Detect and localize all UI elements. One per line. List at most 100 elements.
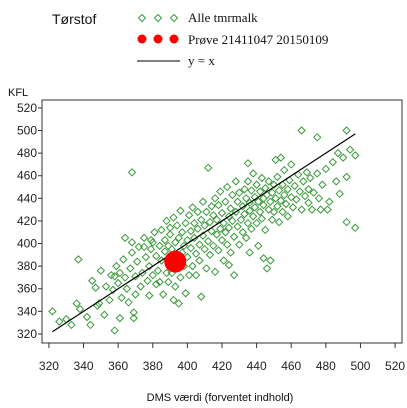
data-point-alle-tmrmalk — [283, 185, 292, 194]
x-axis: 320 340 360 380 400 420 440 460 480 500 520 — [39, 343, 405, 373]
data-point-alle-tmrmalk — [243, 177, 253, 186]
data-point-alle-tmrmalk — [74, 255, 83, 264]
data-point-alle-tmrmalk — [245, 206, 254, 215]
data-point-alle-tmrmalk — [96, 266, 106, 275]
data-point-alle-tmrmalk — [295, 187, 305, 196]
data-point-alle-tmrmalk — [250, 203, 260, 212]
data-point-alle-tmrmalk — [342, 172, 351, 182]
data-point-alle-tmrmalk — [280, 190, 289, 200]
data-point-alle-tmrmalk — [248, 212, 258, 221]
data-point-alle-tmrmalk — [191, 249, 201, 258]
data-point-alle-tmrmalk — [190, 218, 199, 228]
data-point-alle-tmrmalk — [238, 202, 247, 211]
y-axis: 320 340 360 380 400 420 440 460 480 500 520 — [17, 101, 42, 341]
data-point-alle-tmrmalk — [113, 278, 123, 288]
data-point-alle-tmrmalk — [186, 243, 196, 253]
data-point-alle-tmrmalk — [153, 266, 163, 275]
data-point-alle-tmrmalk — [107, 270, 116, 280]
data-point-alle-tmrmalk — [252, 218, 261, 228]
data-point-alle-tmrmalk — [148, 238, 157, 247]
data-point-alle-tmrmalk — [115, 313, 125, 323]
data-point-alle-tmrmalk — [325, 197, 334, 206]
data-point-alle-tmrmalk — [342, 126, 351, 135]
data-point-alle-tmrmalk — [257, 214, 267, 223]
data-point-alle-tmrmalk — [231, 177, 241, 186]
data-point-alle-tmrmalk — [209, 241, 218, 251]
data-point-alle-tmrmalk — [207, 202, 216, 211]
data-point-alle-tmrmalk — [117, 293, 126, 302]
data-point-proeve — [164, 250, 187, 273]
data-point-alle-tmrmalk — [120, 273, 130, 282]
data-point-alle-tmrmalk — [323, 205, 332, 214]
data-point-alle-tmrmalk — [221, 228, 230, 237]
legend-marker-dot — [153, 34, 163, 44]
data-point-alle-tmrmalk — [150, 228, 159, 237]
data-point-alle-tmrmalk — [235, 188, 244, 197]
data-point-alle-tmrmalk — [188, 203, 197, 212]
data-point-alle-tmrmalk — [143, 276, 152, 286]
data-point-alle-tmrmalk — [240, 185, 249, 194]
data-point-alle-tmrmalk — [255, 187, 265, 196]
data-point-alle-tmrmalk — [312, 169, 322, 178]
data-point-alle-tmrmalk — [212, 230, 222, 239]
data-point-alle-tmrmalk — [299, 177, 308, 186]
data-point-alle-tmrmalk — [202, 264, 211, 273]
x-tick-label: 320 — [39, 359, 59, 373]
data-point-alle-tmrmalk — [127, 238, 137, 247]
data-point-alle-tmrmalk — [200, 221, 209, 230]
data-point-alle-tmrmalk — [248, 169, 258, 178]
data-point-alle-tmrmalk — [278, 207, 287, 217]
sample-points — [164, 250, 187, 273]
data-point-alle-tmrmalk — [193, 207, 202, 217]
data-point-alle-tmrmalk — [312, 133, 322, 142]
data-point-alle-tmrmalk — [280, 165, 289, 175]
legend-label-proeve: Prøve 21411047 20150109 — [188, 32, 328, 47]
x-tick-label: 440 — [247, 359, 267, 373]
data-point-alle-tmrmalk — [152, 280, 161, 289]
data-point-alle-tmrmalk — [136, 282, 145, 291]
data-point-alle-tmrmalk — [191, 270, 201, 280]
data-point-alle-tmrmalk — [240, 209, 249, 219]
data-point-alle-tmrmalk — [101, 282, 111, 291]
data-point-alle-tmrmalk — [261, 183, 270, 193]
data-point-alle-tmrmalk — [338, 153, 348, 162]
data-point-alle-tmrmalk — [139, 242, 149, 252]
data-point-alle-tmrmalk — [216, 224, 225, 234]
data-point-alle-tmrmalk — [302, 168, 312, 177]
data-point-alle-tmrmalk — [110, 326, 119, 335]
y-axis-label: KFL — [8, 87, 28, 99]
x-tick-label: 500 — [350, 359, 370, 373]
data-point-alle-tmrmalk — [288, 203, 298, 212]
data-point-alle-tmrmalk — [236, 215, 246, 225]
data-point-alle-tmrmalk — [266, 197, 275, 206]
data-point-alle-tmrmalk — [274, 217, 284, 227]
data-point-alle-tmrmalk — [261, 225, 270, 235]
data-point-alle-tmrmalk — [242, 233, 251, 243]
data-point-alle-tmrmalk — [184, 211, 194, 220]
data-point-alle-tmrmalk — [262, 264, 272, 273]
data-point-alle-tmrmalk — [115, 268, 125, 278]
legend-marker-diamond — [169, 13, 179, 23]
data-point-alle-tmrmalk — [267, 215, 277, 225]
data-point-alle-tmrmalk — [198, 197, 208, 206]
data-point-alle-tmrmalk — [186, 226, 196, 236]
x-tick-label: 360 — [108, 359, 128, 373]
data-point-alle-tmrmalk — [55, 317, 64, 326]
data-point-alle-tmrmalk — [229, 232, 239, 241]
data-point-alle-tmrmalk — [243, 218, 253, 228]
data-point-alle-tmrmalk — [67, 320, 76, 330]
data-point-alle-tmrmalk — [217, 208, 227, 218]
data-point-alle-tmrmalk — [224, 260, 234, 270]
legend-entry-alle-tmrmalk: Alle tmrmalk — [137, 10, 258, 25]
data-point-alle-tmrmalk — [321, 164, 331, 174]
data-point-alle-tmrmalk — [228, 190, 237, 200]
data-point-alle-tmrmalk — [120, 233, 130, 243]
data-point-alle-tmrmalk — [100, 310, 109, 319]
data-point-alle-tmrmalk — [164, 277, 173, 287]
data-point-alle-tmrmalk — [171, 282, 180, 291]
data-point-alle-tmrmalk — [139, 233, 149, 243]
data-point-alle-tmrmalk — [281, 199, 291, 209]
y-tick-label: 440 — [17, 191, 37, 205]
data-point-alle-tmrmalk — [287, 160, 296, 169]
data-point-alle-tmrmalk — [75, 304, 85, 314]
